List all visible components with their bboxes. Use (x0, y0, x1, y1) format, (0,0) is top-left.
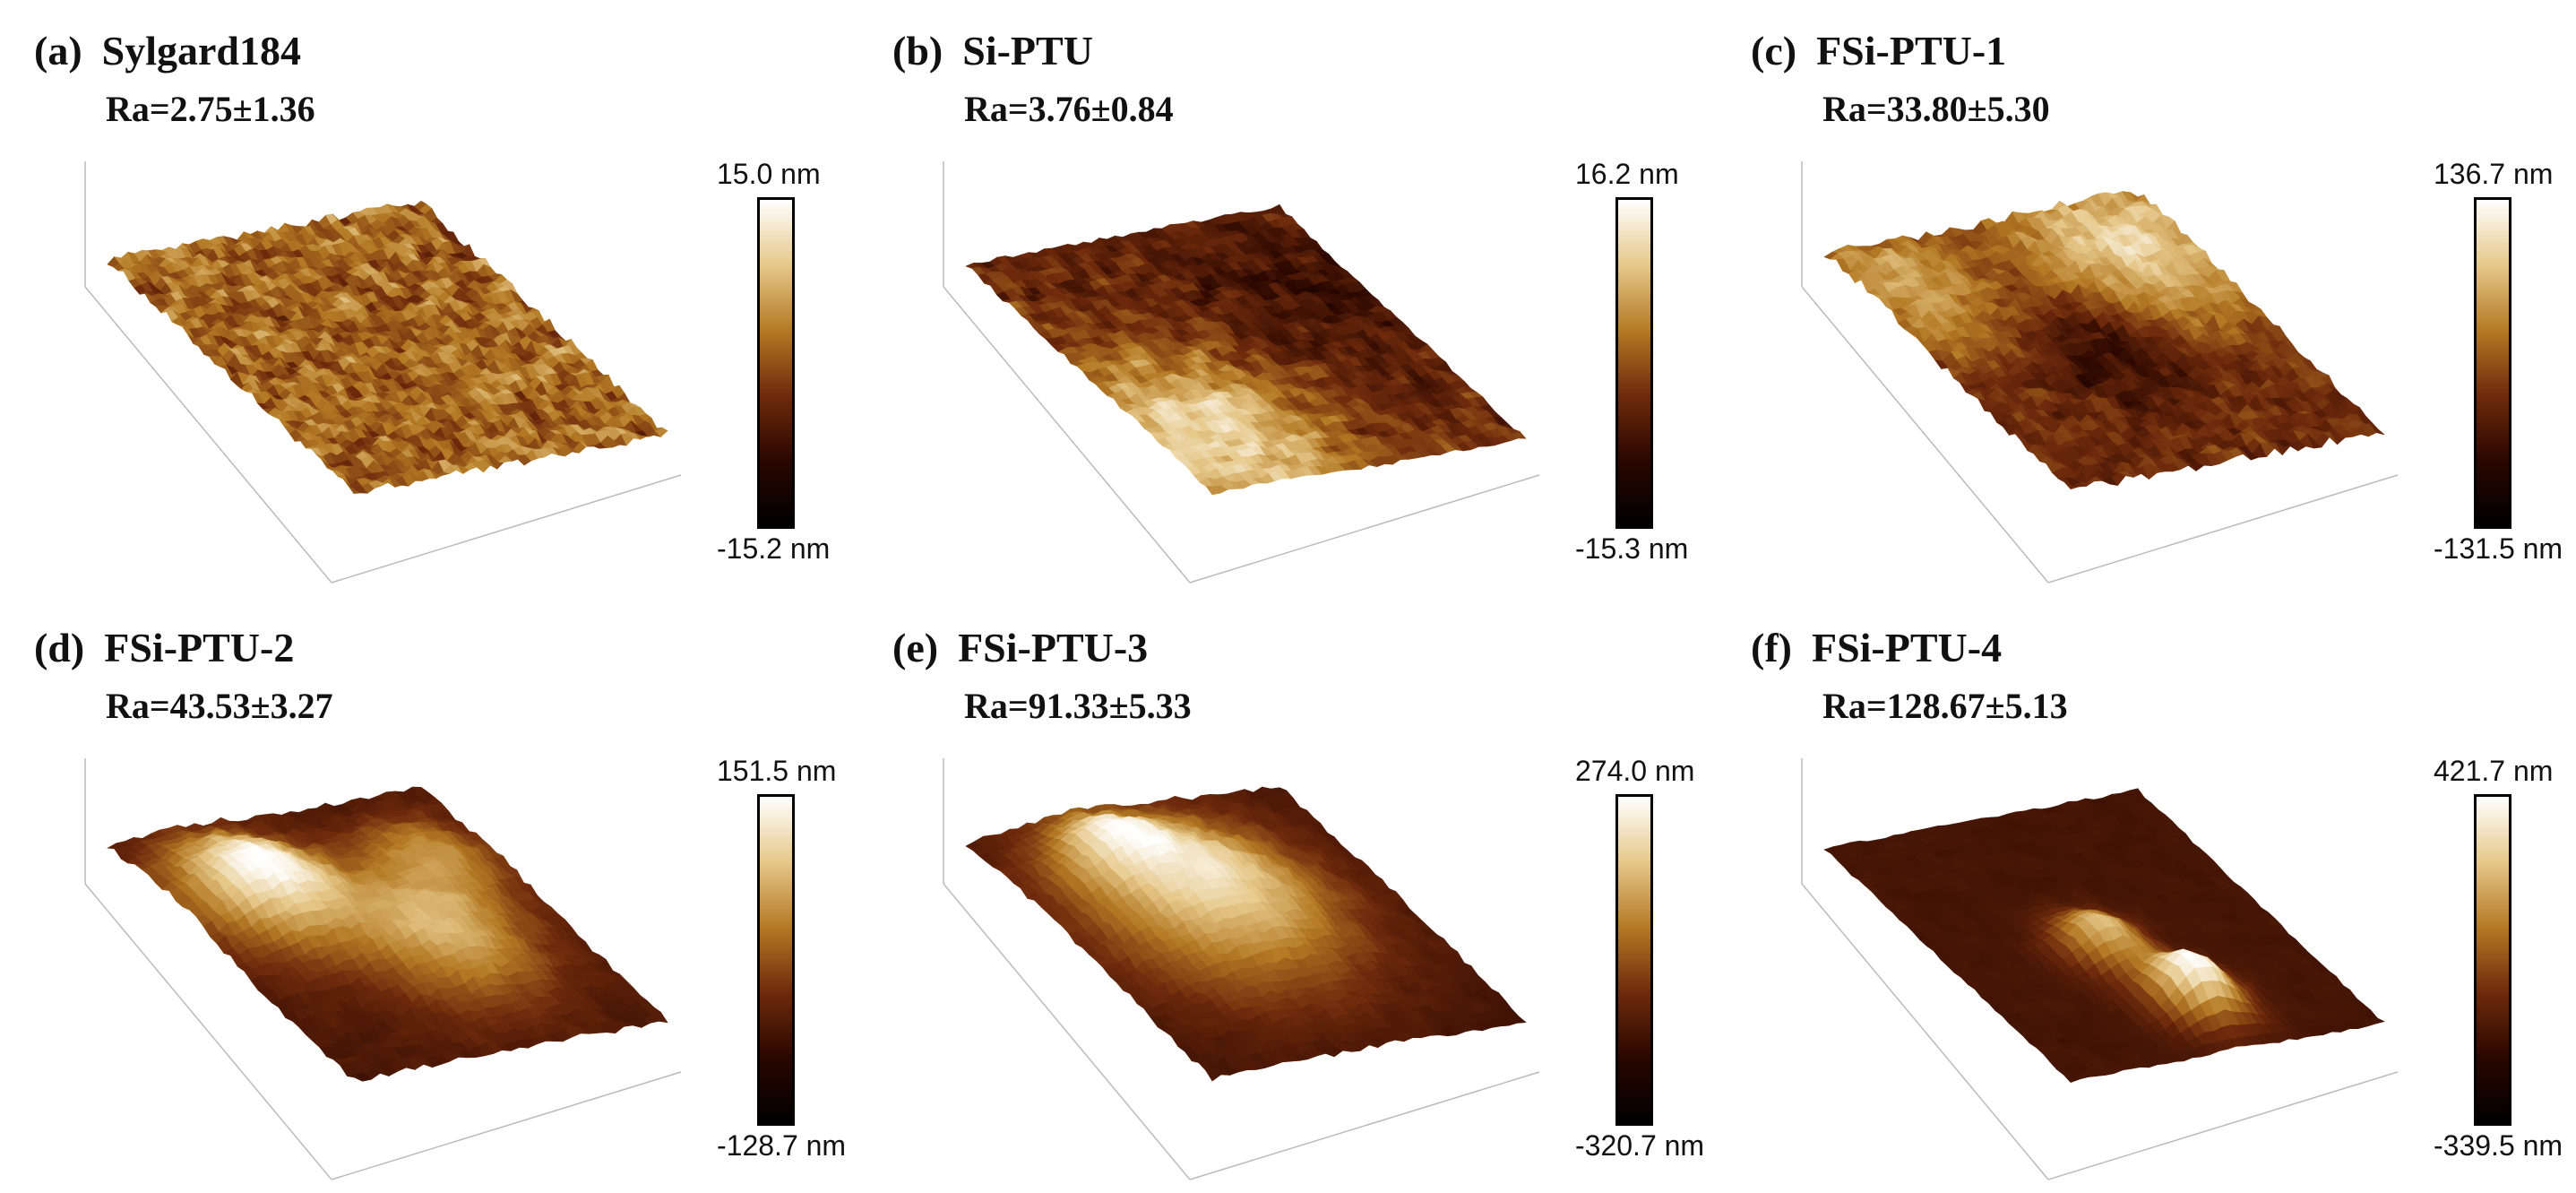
scale-min-label: -15.2 nm (717, 532, 831, 565)
afm-surface-3d (84, 758, 682, 1180)
scale-max-label: 15.0 nm (717, 158, 821, 190)
afm-panel-a: (a) Sylgard184 Ra=2.75±1.36 15.0 nm -15.2… (0, 0, 858, 596)
scale-min-label: -15.3 nm (1575, 532, 1689, 565)
axis-line (1189, 474, 1540, 584)
panel-title: (a) Sylgard184 (34, 27, 301, 74)
sample-name: FSi-PTU-4 (1811, 625, 2003, 670)
sample-name: Sylgard184 (101, 28, 302, 73)
roughness-value: Ra=128.67±5.13 (1822, 686, 2068, 726)
axis-line (2047, 474, 2399, 584)
axis-line (1801, 883, 2049, 1180)
afm-panel-b: (b) Si-PTU Ra=3.76±0.84 16.2 nm -15.3 nm (858, 0, 1717, 596)
afm-surface-3d (1801, 758, 2399, 1180)
axis-line (2047, 1071, 2399, 1180)
afm-surface-3d (84, 161, 682, 584)
scale-min-label: -339.5 nm (2434, 1129, 2563, 1162)
afm-panel-d: (d) FSi-PTU-2 Ra=43.53±3.27 151.5 nm -128… (0, 597, 858, 1193)
roughness-value: Ra=91.33±5.33 (964, 686, 1192, 726)
panel-title: (c) FSi-PTU-1 (1751, 27, 2006, 74)
scale-min-label: -320.7 nm (1575, 1129, 1705, 1162)
scale-max-label: 421.7 nm (2434, 755, 2554, 787)
scale-max-label: 151.5 nm (717, 755, 837, 787)
panel-title: (b) Si-PTU (892, 27, 1093, 74)
panel-title: (d) FSi-PTU-2 (34, 624, 294, 671)
axis-line (331, 474, 682, 584)
panel-letter: (f) (1751, 625, 1792, 670)
axis-line (84, 883, 332, 1180)
panel-letter: (a) (34, 28, 82, 73)
height-color-scalebar (2474, 197, 2511, 529)
panel-title: (f) FSi-PTU-4 (1751, 624, 2002, 671)
panel-letter: (e) (892, 625, 939, 670)
afm-panel-c: (c) FSi-PTU-1 Ra=33.80±5.30 136.7 nm -131… (1717, 0, 2575, 596)
scale-max-label: 274.0 nm (1575, 755, 1695, 787)
axis-line (943, 883, 1191, 1180)
panel-letter: (c) (1751, 28, 1797, 73)
panel-title: (e) FSi-PTU-3 (892, 624, 1148, 671)
afm-panel-f: (f) FSi-PTU-4 Ra=128.67±5.13 421.7 nm -33… (1717, 597, 2575, 1193)
axis-line (84, 286, 332, 584)
height-color-scalebar (2474, 794, 2511, 1126)
afm-surface-3d (943, 161, 1540, 584)
sample-name: FSi-PTU-1 (1816, 28, 2007, 73)
sample-name: FSi-PTU-3 (958, 625, 1149, 670)
afm-surface-3d (943, 758, 1540, 1180)
scale-min-label: -131.5 nm (2434, 532, 2563, 565)
roughness-value: Ra=2.75±1.36 (106, 89, 315, 129)
height-color-scalebar (757, 794, 795, 1126)
panel-letter: (b) (892, 28, 943, 73)
height-color-scalebar (1615, 197, 1653, 529)
axis-line (1189, 1071, 1540, 1180)
afm-surface-3d (1801, 161, 2399, 584)
scale-min-label: -128.7 nm (717, 1129, 847, 1162)
afm-panel-e: (e) FSi-PTU-3 Ra=91.33±5.33 274.0 nm -320… (858, 597, 1717, 1193)
panel-letter: (d) (34, 625, 85, 670)
axis-line (1801, 286, 2049, 584)
roughness-value: Ra=33.80±5.30 (1822, 89, 2050, 129)
sample-name: Si-PTU (962, 28, 1093, 73)
axis-line (943, 286, 1191, 584)
height-color-scalebar (1615, 794, 1653, 1126)
height-color-scalebar (757, 197, 795, 529)
scale-max-label: 16.2 nm (1575, 158, 1679, 190)
sample-name: FSi-PTU-2 (104, 625, 295, 670)
roughness-value: Ra=3.76±0.84 (964, 89, 1174, 129)
scale-max-label: 136.7 nm (2434, 158, 2554, 190)
axis-line (331, 1071, 682, 1180)
roughness-value: Ra=43.53±3.27 (106, 686, 333, 726)
